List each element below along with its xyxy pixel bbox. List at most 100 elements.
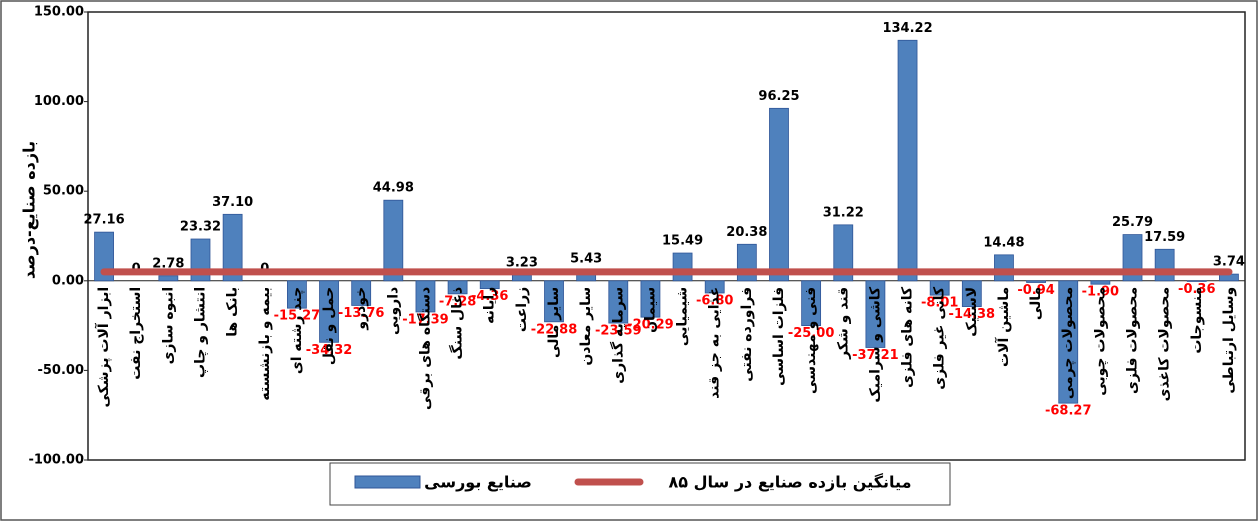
x-tick-label: کاشی و سرامیک	[867, 286, 883, 403]
data-label: 17.59	[1144, 230, 1185, 245]
data-label: -6.80	[696, 293, 733, 308]
data-label: 3.74	[1213, 255, 1245, 270]
x-tick-label: استخراج نفت	[128, 287, 144, 380]
data-label: 31.22	[823, 205, 864, 220]
data-label: 20.38	[726, 225, 767, 240]
x-tick-label: بیمه و بازنشسته	[257, 287, 273, 401]
x-tick-label: منسوجات	[1189, 287, 1205, 354]
bar	[222, 213, 243, 282]
data-label: -15.27	[274, 309, 321, 324]
data-label: -13.76	[338, 306, 385, 321]
data-label: 27.16	[84, 213, 125, 228]
data-label: -0.36	[1178, 282, 1215, 297]
x-tick-label: محصولات فلزی	[1125, 287, 1141, 394]
plot-frame	[87, 11, 1246, 461]
data-label: 25.79	[1112, 215, 1153, 230]
data-label: -23.59	[595, 324, 642, 339]
bar	[447, 280, 468, 295]
legend-box	[329, 462, 951, 506]
data-label: 14.48	[983, 235, 1024, 250]
bar	[929, 280, 950, 296]
bar	[865, 280, 886, 348]
x-tick-label: انتشار و چاپ	[192, 287, 208, 378]
bar	[383, 199, 404, 282]
data-label: 3.23	[506, 256, 538, 271]
data-label: 23.32	[180, 220, 221, 235]
data-label: 134.22	[882, 21, 932, 36]
bar	[994, 254, 1014, 282]
data-label: -37.21	[852, 348, 899, 363]
data-label: -25.00	[788, 326, 835, 341]
legend-swatch	[354, 475, 421, 489]
data-label: 96.25	[758, 89, 799, 104]
bar	[672, 252, 693, 282]
x-tick-label: حمل و نقل	[321, 287, 337, 365]
x-tick-label: بانک ها	[225, 287, 241, 337]
x-tick-label: رایانه	[482, 287, 498, 324]
x-tick-label: کانه های فلزی	[900, 286, 916, 388]
bar	[351, 280, 372, 306]
y-tick-label: 100.00	[34, 94, 84, 109]
x-tick-label: ماشین آلات	[994, 287, 1012, 367]
x-tick-label: سایر مالی	[546, 287, 562, 358]
bar	[1186, 280, 1207, 282]
bar	[961, 280, 982, 307]
x-tick-label: لاستیک	[964, 287, 980, 337]
x-tick-label: محصولات چوبی	[1092, 287, 1108, 396]
x-tick-label: انبوه سازی	[160, 287, 176, 365]
bar	[415, 280, 436, 313]
data-label: 2.78	[152, 256, 184, 271]
bar	[287, 280, 307, 309]
bar	[833, 224, 854, 282]
bar	[319, 280, 339, 343]
data-label: -8.01	[921, 296, 958, 311]
x-tick-label: دستگاه های برقی	[416, 287, 433, 410]
bar	[801, 280, 822, 326]
bar	[1090, 280, 1111, 285]
y-tick-label: -50.00	[37, 363, 84, 378]
data-label: -7.28	[439, 294, 476, 309]
x-tick-label: سایر معادن	[578, 287, 594, 366]
legend-label: میانگین بازده صنایع در سال ۸۵	[669, 473, 912, 492]
bar	[511, 274, 532, 282]
x-tick-label: فراورده نفتی	[739, 287, 755, 382]
bar	[769, 107, 789, 282]
x-tick-label: محصولات کاغذی	[1157, 287, 1173, 402]
bar	[704, 280, 725, 294]
x-tick-label: مالی	[1028, 287, 1044, 320]
data-label: -4.36	[471, 289, 508, 304]
x-tick-label: قند و شکر	[835, 287, 851, 360]
x-tick-label: کانی غیر فلزی	[932, 286, 948, 390]
data-label: 44.98	[373, 181, 414, 196]
y-tick-label: 50.00	[43, 184, 84, 199]
bar	[1026, 280, 1046, 283]
x-tick-label: سرمایه گذاری	[609, 287, 626, 384]
x-tick-label: وسایل ارتباطی	[1221, 287, 1237, 394]
x-tick-label: فلزات اساسی	[771, 287, 787, 386]
data-label: -68.27	[1045, 404, 1092, 419]
data-label: -22.88	[531, 322, 578, 337]
data-label: 15.49	[662, 234, 703, 249]
x-tick-label: محصولات چرمی	[1060, 287, 1076, 399]
bar	[479, 280, 500, 290]
data-label: -14.38	[949, 307, 996, 322]
data-label: -20.29	[627, 318, 674, 333]
y-tick-label: 0.00	[52, 273, 84, 288]
x-tick-label: زراعت	[514, 287, 530, 332]
bar	[544, 280, 564, 323]
y-tick-label: -100.00	[28, 453, 84, 468]
bar	[640, 280, 661, 318]
data-label: 5.43	[570, 252, 602, 267]
x-tick-label: چند رشته ای	[289, 287, 305, 374]
bar	[158, 275, 179, 282]
x-tick-label: خودرو	[353, 287, 369, 331]
y-tick-label: 150.00	[34, 5, 84, 20]
x-tick-label: سیمان	[642, 287, 658, 333]
data-label: -0.94	[1017, 283, 1054, 298]
legend-label: صنایع بورسی	[424, 473, 532, 492]
bar	[1058, 280, 1079, 404]
data-label: -17.39	[402, 312, 449, 327]
bar	[1154, 248, 1175, 282]
